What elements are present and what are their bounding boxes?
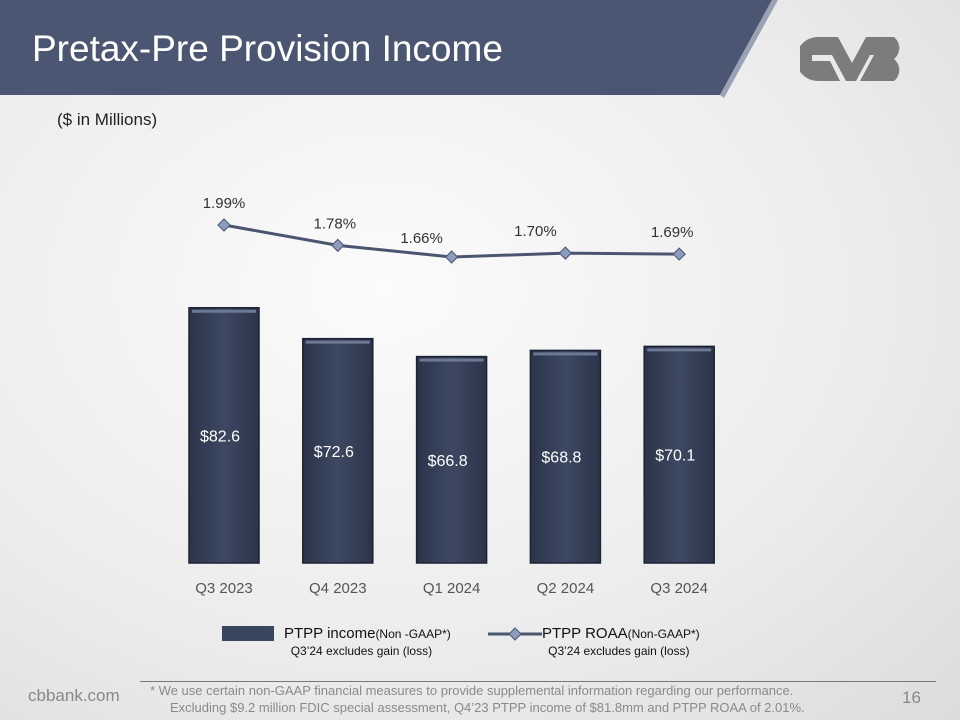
bar-highlight (192, 309, 256, 313)
x-tick-label: Q2 2024 (537, 580, 595, 597)
page-number: 16 (902, 688, 921, 707)
bar (302, 337, 374, 564)
bar-highlight (305, 340, 370, 344)
legend-bar-label: PTPP income (284, 625, 376, 642)
website-link[interactable]: cbbank.com (28, 686, 120, 705)
legend-bar-note: Q3’24 excludes gain (loss) (290, 644, 433, 658)
roaa-value-label: 1.99% (203, 195, 246, 212)
x-tick-label: Q4 2023 (309, 580, 367, 597)
bar-value-label: $66.8 (428, 453, 468, 470)
x-tick-label: Q3 2024 (650, 580, 708, 597)
legend-line-swatch (488, 626, 542, 641)
roaa-marker (331, 238, 345, 253)
chart: $82.6 Q3 2023 $72.6 Q4 2023 $66.8 Q1 2024 $68.… (188, 195, 715, 597)
bar (188, 307, 260, 564)
legend-line: PTPP ROAA (Non-GAAP*) Q3’24 excludes gai… (488, 625, 700, 658)
roaa-value-label: 1.66% (400, 230, 443, 247)
title-banner (0, 0, 778, 98)
bar (529, 349, 602, 564)
legend-bar: PTPP income (Non -GAAP*) Q3’24 excludes … (222, 625, 451, 658)
bar-highlight (647, 348, 712, 352)
roaa-marker (558, 246, 573, 260)
cvb-logo (800, 37, 900, 81)
units-label: ($ in Millions) (57, 110, 158, 129)
legend-bar-qualifier: (Non -GAAP*) (375, 626, 451, 641)
bar-value-label: $70.1 (655, 448, 695, 465)
footnote-line-2: Excluding $9.2 million FDIC special asse… (170, 700, 805, 715)
legend-line-note: Q3’24 excludes gain (loss) (548, 644, 690, 658)
footnote: * We use certain non-GAAP financial meas… (150, 682, 805, 716)
roaa-value-label: 1.70% (514, 223, 557, 240)
roaa-marker (672, 247, 686, 261)
roaa-value-label: 1.69% (651, 224, 694, 241)
x-tick-label: Q3 2023 (195, 580, 253, 597)
roaa-marker (217, 218, 231, 232)
legend-line-label: PTPP ROAA (542, 625, 628, 642)
footnote-line-1: * We use certain non-GAAP financial meas… (150, 683, 794, 698)
roaa-marker (444, 250, 459, 264)
page-title: Pretax-Pre Provision Income (32, 28, 503, 69)
bar (415, 355, 488, 564)
bar-value-label: $72.6 (314, 444, 354, 461)
bar-value-label: $82.6 (200, 428, 240, 445)
x-tick-label: Q1 2024 (423, 580, 481, 597)
bar (643, 345, 715, 564)
legend-bar-swatch (222, 626, 274, 641)
bar-highlight (533, 352, 598, 356)
legend-line-qualifier: (Non-GAAP*) (627, 626, 700, 641)
bar-highlight (419, 358, 484, 362)
roaa-value-label: 1.78% (314, 215, 357, 232)
footer-divider (140, 681, 936, 682)
bar-value-label: $68.8 (541, 450, 581, 467)
